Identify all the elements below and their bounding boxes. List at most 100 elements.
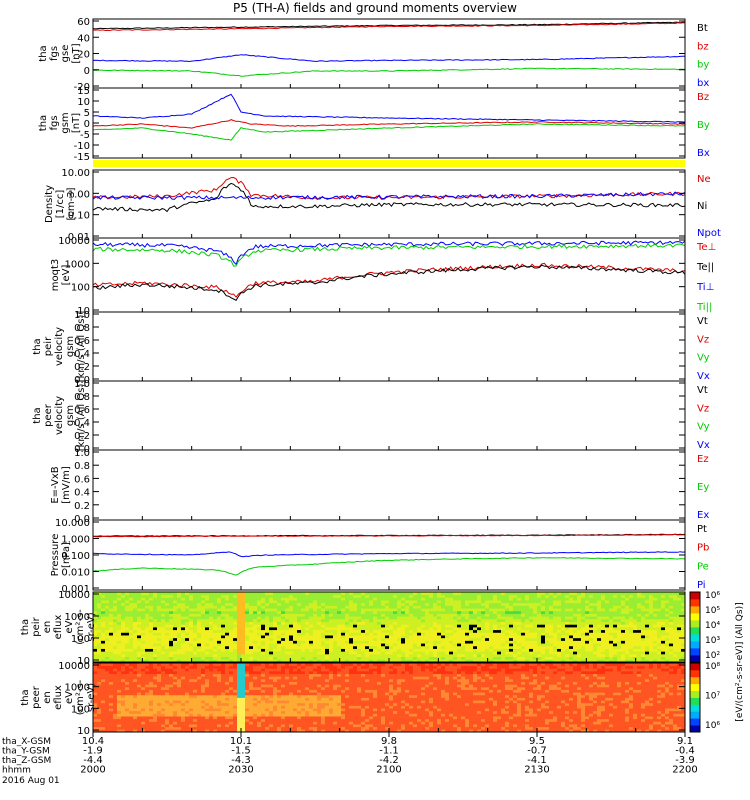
- spectrogram-cell: [637, 610, 642, 614]
- spectrogram-cell: [213, 632, 218, 636]
- spectrogram-cell: [261, 656, 266, 660]
- spectrogram-cell: [473, 624, 478, 628]
- spectrogram-cell: [641, 616, 646, 620]
- spectrogram-cell: [609, 653, 614, 658]
- spectrogram-cell: [465, 592, 470, 596]
- spectrogram-cell: [105, 648, 110, 652]
- spectrogram-cell: [109, 692, 114, 696]
- spectrogram-cell: [121, 616, 126, 620]
- spectrogram-cell: [509, 635, 514, 639]
- spectrogram-cell: [105, 705, 110, 709]
- spectrogram-cell: [133, 632, 138, 636]
- spectrogram-cell: [237, 594, 242, 598]
- spectrogram-cell: [141, 705, 146, 709]
- spectrogram-cell: [421, 627, 426, 631]
- spectrogram-cell: [129, 656, 134, 660]
- spectrogram-cell: [137, 651, 142, 655]
- spectrogram-cell: [357, 656, 362, 660]
- spectrogram-cell: [133, 673, 138, 677]
- spectrogram-cell: [233, 613, 238, 617]
- spectrogram-cell: [593, 637, 598, 641]
- spectrogram-cell: [173, 659, 178, 663]
- spectrogram-cell: [245, 613, 250, 617]
- spectrogram-cell: [209, 659, 214, 663]
- spectrogram-cell: [101, 635, 106, 639]
- spectrogram-cell: [129, 627, 134, 631]
- spectrogram-cell: [149, 608, 154, 612]
- y-tick-label: 0.001: [61, 584, 90, 595]
- spectrogram-cell: [589, 597, 594, 601]
- spectrogram-cell: [125, 656, 130, 660]
- spectrogram-cell: [361, 637, 366, 641]
- spectrogram-cell: [173, 729, 178, 733]
- spectrogram-cell: [265, 629, 270, 633]
- spectrogram-cell: [557, 629, 562, 633]
- spectrogram-cell: [177, 618, 182, 623]
- spectrogram-cell: [273, 594, 278, 598]
- spectrogram-cell: [217, 651, 222, 655]
- spectrogram-cell: [105, 676, 110, 680]
- spectrogram-cell: [641, 643, 646, 647]
- spectrogram-cell: [137, 702, 142, 706]
- spectrogram-cell: [637, 613, 642, 617]
- spectrogram-cell: [425, 656, 430, 660]
- spectrogram-cell: [201, 670, 206, 675]
- spectrogram-cell: [577, 624, 582, 628]
- spectrogram-cell: [185, 627, 190, 631]
- spectrogram-cell: [541, 656, 546, 660]
- spectrogram-cell: [201, 618, 206, 623]
- spectrogram-cell: [321, 651, 326, 655]
- spectrogram-cell: [177, 645, 182, 649]
- spectrogram-cell: [145, 710, 150, 714]
- spectrogram-cell: [381, 605, 386, 609]
- spectrogram-cell: [313, 659, 318, 663]
- spectrogram-cell: [633, 640, 638, 644]
- spectrogram-cell: [669, 616, 674, 620]
- spectrogram-cell: [101, 681, 106, 685]
- spectrogram-cell: [161, 659, 166, 663]
- spectrogram-cell: [213, 659, 218, 663]
- spectrogram-cell: [513, 618, 518, 623]
- spectrogram-cell: [125, 618, 130, 623]
- spectrogram-cell: [221, 618, 226, 623]
- spectrogram-cell: [633, 643, 638, 647]
- spectrogram-cell: [177, 613, 182, 617]
- spectrogram-cell: [177, 713, 182, 717]
- spectrogram-cell: [229, 613, 234, 617]
- spectrogram-cell: [137, 697, 142, 701]
- spectrogram-cell: [657, 624, 662, 628]
- spectrogram-cell: [425, 635, 430, 639]
- spectrogram-cell: [441, 621, 446, 625]
- spectrogram-cell: [425, 597, 430, 601]
- spectrogram-cell: [129, 618, 134, 623]
- spectrogram-cell: [633, 629, 638, 633]
- spectrogram-cell: [521, 616, 526, 620]
- spectrogram-cell: [293, 618, 298, 623]
- spectrogram-cell: [205, 684, 210, 688]
- spectrogram-cell: [293, 624, 298, 628]
- spectrogram-cell: [653, 629, 658, 633]
- spectrogram-cell: [425, 645, 430, 649]
- spectrogram-cell: [465, 616, 470, 620]
- spectrogram-cell: [305, 653, 310, 658]
- spectrogram-cell: [525, 616, 530, 620]
- spectrogram-cell: [385, 627, 390, 631]
- spectrogram-cell: [661, 656, 666, 660]
- spectrogram-cell: [517, 648, 522, 652]
- spectrogram-cell: [185, 684, 190, 688]
- spectrogram-cell: [525, 618, 530, 623]
- spectrogram-cell: [437, 624, 442, 628]
- spectrogram-cell: [413, 627, 418, 631]
- spectrogram-cell: [437, 618, 442, 623]
- spectrogram-cell: [381, 594, 386, 598]
- spectrogram-cell: [153, 716, 158, 720]
- spectrogram-cell: [625, 621, 630, 625]
- spectrogram-cell: [181, 694, 186, 698]
- spectrogram-cell: [649, 610, 654, 614]
- spectrogram-cell: [149, 643, 154, 647]
- spectrogram-cell: [245, 597, 250, 601]
- spectrogram-cell: [597, 608, 602, 612]
- spectrogram-cell: [225, 618, 230, 623]
- spectrogram-cell: [197, 718, 202, 722]
- spectrogram-cell: [253, 597, 258, 601]
